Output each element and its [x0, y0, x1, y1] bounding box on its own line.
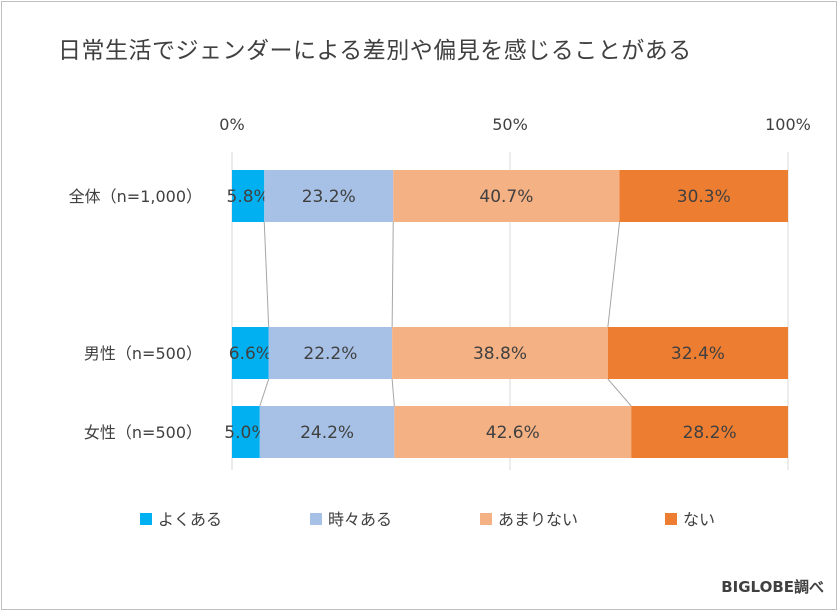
bar-segment	[607, 327, 788, 379]
legend-label: ない	[683, 510, 715, 529]
legend-label: よくある	[158, 510, 222, 529]
data-label: 40.7%	[479, 187, 533, 207]
data-label: 38.8%	[473, 344, 527, 364]
bar-segment	[232, 170, 265, 222]
series-line	[263, 221, 270, 328]
series-line	[391, 221, 394, 328]
series-line	[391, 378, 395, 407]
category-label: 全体（n=1,000）	[69, 187, 202, 206]
x-tick-label: 100%	[765, 115, 811, 134]
bar-segment	[392, 327, 608, 379]
bar-segment	[393, 170, 620, 222]
data-label: 5.8%	[227, 187, 270, 207]
bar-segment	[232, 327, 269, 379]
source-note: BIGLOBE調べ	[721, 578, 824, 596]
x-tick-label: 50%	[492, 115, 528, 134]
data-label: 42.6%	[486, 423, 540, 443]
legend-swatch	[310, 513, 322, 525]
legend-label: あまりない	[498, 510, 578, 529]
legend-swatch	[480, 513, 492, 525]
bar-segment	[619, 170, 788, 222]
series-line	[607, 378, 632, 407]
legend-swatch	[665, 513, 677, 525]
bar-segment	[394, 406, 632, 458]
x-tick-label: 0%	[219, 115, 244, 134]
data-label: 30.3%	[677, 187, 731, 207]
category-label: 男性（n=500）	[84, 344, 202, 363]
bar-segment	[264, 170, 394, 222]
series-line	[259, 378, 270, 407]
data-label: 22.2%	[303, 344, 357, 364]
series-line	[607, 221, 621, 328]
legend-swatch	[140, 513, 152, 525]
data-label: 32.4%	[671, 344, 725, 364]
category-label: 女性（n=500）	[84, 423, 202, 442]
bar-segment	[259, 406, 395, 458]
data-label: 24.2%	[300, 423, 354, 443]
legend-label: 時々ある	[328, 510, 392, 529]
bar-segment	[232, 406, 260, 458]
bar-segment	[631, 406, 788, 458]
data-label: 23.2%	[302, 187, 356, 207]
data-label: 5.0%	[224, 423, 267, 443]
bar-segment	[268, 327, 393, 379]
chart-title: 日常生活でジェンダーによる差別や偏見を感じることがある	[58, 38, 692, 64]
data-label: 6.6%	[229, 344, 272, 364]
data-label: 28.2%	[683, 423, 737, 443]
